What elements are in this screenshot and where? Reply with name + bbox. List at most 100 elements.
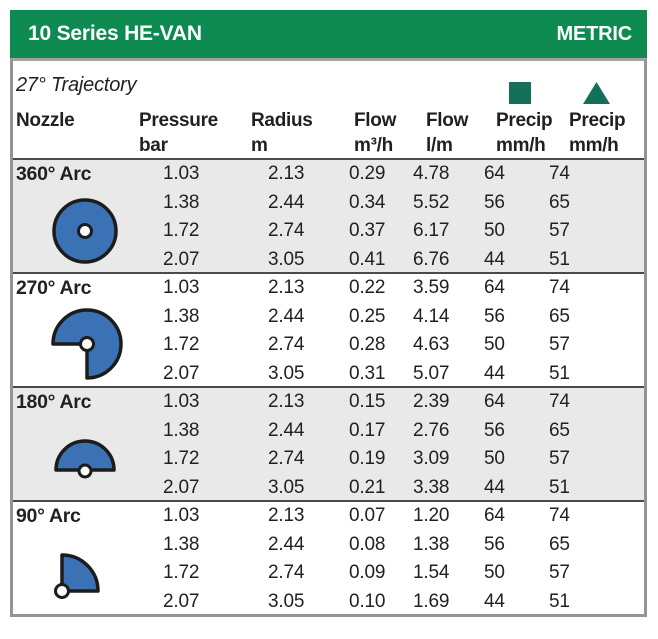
flow-m3h-value: 0.28 xyxy=(349,334,386,355)
radius-value: 3.05 xyxy=(268,362,305,384)
precip-square-legend xyxy=(482,61,547,105)
arc-360-values: 1.03 2.13 0.29 4.78 64 74 1.38 2.44 0.34… xyxy=(137,160,644,274)
precip-sq-value: 44 xyxy=(484,362,505,384)
flow-lm-value: 5.07 xyxy=(413,362,450,384)
flow-m3h-value: 0.19 xyxy=(349,448,386,469)
flow-m3h-value: 0.34 xyxy=(349,191,386,213)
flow-m3h-value: 0.41 xyxy=(349,248,386,270)
precip-sq-value: 44 xyxy=(484,590,505,612)
radius-value: 2.44 xyxy=(268,191,305,213)
precip-tri-value: 57 xyxy=(549,220,570,241)
arc-90-values: 1.03 2.13 0.07 1.20 64 74 1.38 2.44 0.08… xyxy=(137,502,644,616)
precip-sq-value: 56 xyxy=(484,533,505,555)
nozzle-cell-180: 180° Arc xyxy=(13,388,137,502)
precip-sq-value: 44 xyxy=(484,248,505,270)
pressure-value: 1.72 xyxy=(163,220,200,241)
col-header-precip-square: Precip mm/h xyxy=(496,110,553,156)
pressure-value: 1.38 xyxy=(163,305,200,327)
precip-tri-value: 74 xyxy=(549,391,570,412)
pressure-value: 1.38 xyxy=(163,419,200,441)
precip-tri-value: 51 xyxy=(549,590,570,612)
precip-sq-value: 56 xyxy=(484,419,505,441)
arc-section-90: 90° Arc 1.03 2.13 0.07 1.20 64 74 xyxy=(13,500,644,614)
pressure-value: 1.72 xyxy=(163,448,200,469)
precip-sq-value: 50 xyxy=(484,220,505,241)
flow-lm-value: 1.69 xyxy=(413,590,450,612)
flow-m3h-value: 0.15 xyxy=(349,391,386,412)
nozzle-cell-90: 90° Arc xyxy=(13,502,137,616)
performance-table: 27° Trajectory Nozzle Pressure xyxy=(10,58,647,617)
flow-lm-value: 1.20 xyxy=(413,505,450,526)
precip-sq-value: 50 xyxy=(484,448,505,469)
precip-triangle-icon xyxy=(583,82,610,104)
radius-value: 3.05 xyxy=(268,590,305,612)
precip-square-icon xyxy=(509,82,531,104)
title-bar: 10 Series HE-VAN METRIC xyxy=(10,10,647,58)
nozzle-performance-panel: 10 Series HE-VAN METRIC 27° Trajectory xyxy=(10,10,647,617)
arc-label: 360° Arc xyxy=(16,163,92,185)
radius-value: 2.74 xyxy=(268,562,305,583)
radius-value: 2.13 xyxy=(268,391,305,412)
flow-lm-value: 4.63 xyxy=(413,334,450,355)
flow-m3h-value: 0.37 xyxy=(349,220,386,241)
flow-lm-value: 4.14 xyxy=(413,305,450,327)
pressure-value: 2.07 xyxy=(163,248,200,270)
flow-lm-value: 1.54 xyxy=(413,562,450,583)
precip-sq-value: 64 xyxy=(484,391,505,412)
flow-lm-value: 3.38 xyxy=(413,476,450,498)
precip-tri-value: 57 xyxy=(549,448,570,469)
arc-section-180: 180° Arc 1.03 2.13 0.15 2.39 64 74 xyxy=(13,386,644,500)
flow-lm-value: 4.78 xyxy=(413,163,450,184)
precip-tri-value: 65 xyxy=(549,305,570,327)
column-headers: Nozzle Pressure bar Radius m Flow m³/h F… xyxy=(13,105,644,158)
pressure-value: 1.03 xyxy=(163,277,200,298)
pressure-value: 1.72 xyxy=(163,562,200,583)
arc-180-values: 1.03 2.13 0.15 2.39 64 74 1.38 2.44 0.17… xyxy=(137,388,644,502)
flow-m3h-value: 0.08 xyxy=(349,533,386,555)
flow-lm-value: 1.38 xyxy=(413,533,450,555)
precip-tri-value: 51 xyxy=(549,476,570,498)
precip-sq-value: 56 xyxy=(484,305,505,327)
col-header-pressure: Pressure bar xyxy=(139,110,218,156)
pressure-value: 1.38 xyxy=(163,191,200,213)
arc-label: 180° Arc xyxy=(16,391,92,413)
nozzle-cell-270: 270° Arc xyxy=(13,274,137,388)
col-header-nozzle: Nozzle xyxy=(16,110,75,131)
precip-tri-value: 74 xyxy=(549,163,570,184)
arc-90-icon xyxy=(54,553,100,600)
pressure-value: 2.07 xyxy=(163,590,200,612)
arc-360-icon xyxy=(52,198,118,264)
radius-value: 2.74 xyxy=(268,220,305,241)
col-header-precip-triangle: Precip mm/h xyxy=(569,110,626,156)
precip-tri-value: 57 xyxy=(549,334,570,355)
precip-triangle-legend xyxy=(547,61,644,105)
flow-m3h-value: 0.17 xyxy=(349,419,386,441)
pressure-value: 2.07 xyxy=(163,476,200,498)
precip-sq-value: 64 xyxy=(484,277,505,298)
precip-sq-value: 56 xyxy=(484,191,505,213)
arc-section-360: 360° Arc 1.03 2.13 0.29 4.78 64 74 xyxy=(13,158,644,272)
flow-m3h-value: 0.10 xyxy=(349,590,386,612)
pressure-value: 1.72 xyxy=(163,334,200,355)
flow-m3h-value: 0.07 xyxy=(349,505,386,526)
precip-tri-value: 74 xyxy=(549,277,570,298)
radius-value: 2.44 xyxy=(268,305,305,327)
pressure-value: 1.03 xyxy=(163,505,200,526)
precip-sq-value: 50 xyxy=(484,562,505,583)
flow-m3h-value: 0.09 xyxy=(349,562,386,583)
precip-tri-value: 74 xyxy=(549,505,570,526)
col-header-flow-m3h: Flow m³/h xyxy=(354,110,397,156)
radius-value: 2.13 xyxy=(268,163,305,184)
arc-label: 270° Arc xyxy=(16,277,92,299)
arc-180-icon xyxy=(54,439,116,479)
precip-tri-value: 51 xyxy=(549,248,570,270)
flow-lm-value: 2.39 xyxy=(413,391,450,412)
radius-value: 3.05 xyxy=(268,476,305,498)
arc-label: 90° Arc xyxy=(16,505,81,527)
pressure-value: 1.03 xyxy=(163,163,200,184)
radius-value: 2.13 xyxy=(268,277,305,298)
pressure-value: 1.38 xyxy=(163,533,200,555)
precip-sq-value: 64 xyxy=(484,163,505,184)
precip-tri-value: 65 xyxy=(549,533,570,555)
